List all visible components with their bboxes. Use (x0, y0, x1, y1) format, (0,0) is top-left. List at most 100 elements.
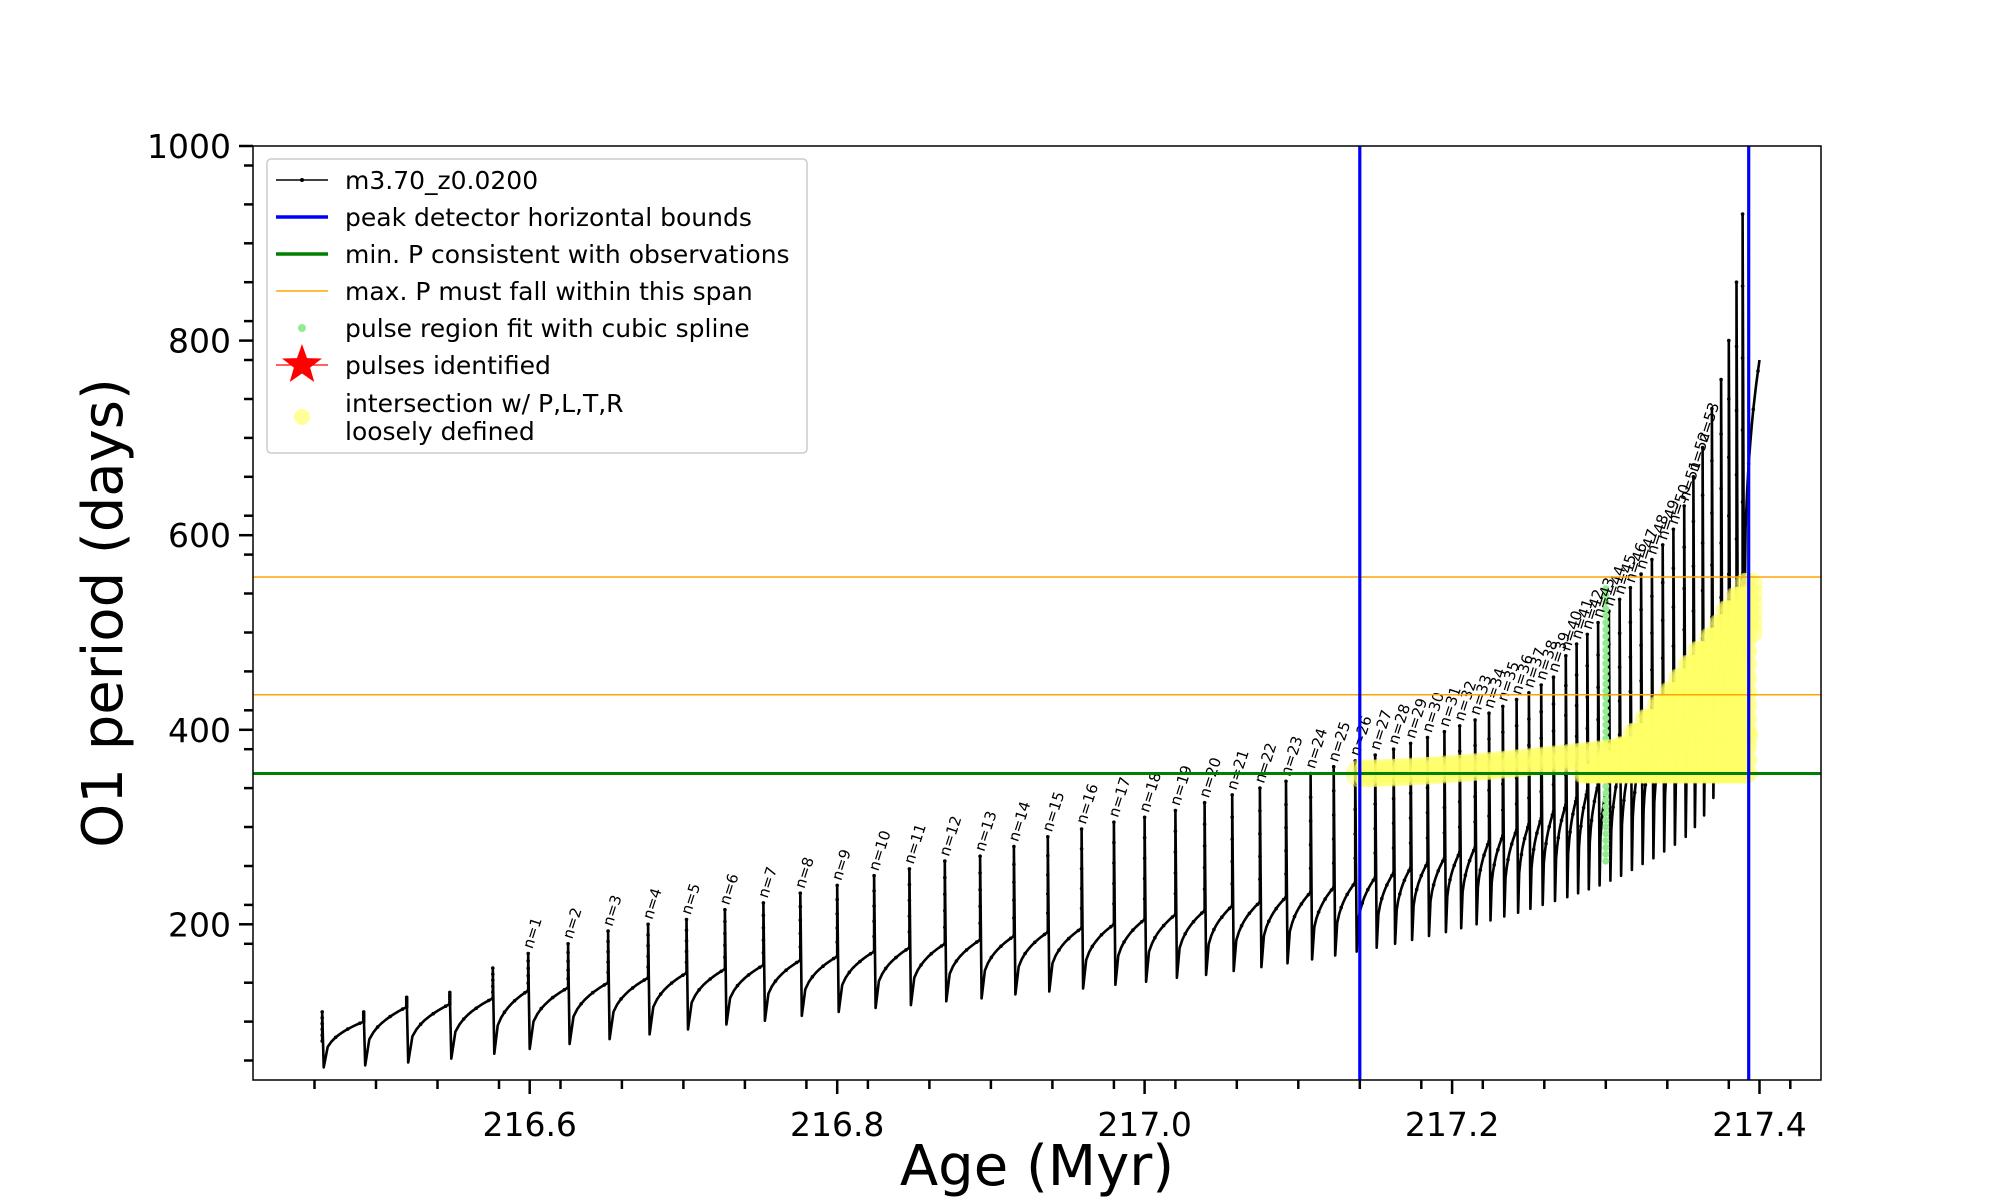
series-point (1220, 915, 1224, 919)
series-point (1353, 880, 1357, 885)
spline-fit-point (1602, 789, 1610, 797)
series-point (1033, 940, 1037, 945)
series-point (1329, 888, 1334, 892)
series-point (1142, 917, 1147, 922)
spline-fit-point (1602, 721, 1610, 729)
series-point (642, 978, 646, 982)
series-point (1012, 844, 1016, 849)
series-point (418, 1022, 423, 1026)
series-point (835, 897, 839, 902)
series-point (1173, 912, 1178, 917)
series-point (1539, 683, 1543, 687)
series-point (894, 955, 898, 960)
series-point (1431, 883, 1436, 887)
series-point (1592, 799, 1597, 804)
series-point (1057, 948, 1061, 952)
series-point (872, 873, 876, 878)
series-point (1539, 709, 1543, 714)
series-point (978, 921, 982, 925)
series-point (1691, 519, 1696, 524)
series-point (388, 1014, 392, 1019)
series-point (1131, 928, 1135, 932)
series-point (1442, 729, 1447, 734)
series-point (1585, 695, 1590, 699)
x-axis-title: Age (Myr) (900, 1134, 1174, 1199)
series-point (798, 931, 803, 936)
series-point (1622, 798, 1626, 803)
series-point (1202, 865, 1207, 870)
series-point (1487, 788, 1491, 793)
series-point (1614, 785, 1618, 789)
series-point (1727, 338, 1731, 343)
series-point (1267, 919, 1271, 923)
series-point (1522, 836, 1527, 841)
series-point (333, 1035, 338, 1040)
series-point (630, 986, 635, 990)
series-point (1596, 620, 1600, 625)
series-point (684, 939, 689, 943)
series-point (723, 919, 727, 924)
series-point (907, 882, 912, 887)
series-point (1173, 892, 1178, 896)
series-point (1574, 642, 1579, 646)
series-point (512, 999, 517, 1003)
series-point (1142, 897, 1147, 901)
series-point (1506, 857, 1510, 862)
series-point (1710, 563, 1714, 567)
series-point (1230, 881, 1234, 886)
spline-fit-point (1602, 687, 1610, 695)
series-point (1112, 820, 1116, 824)
series-point (907, 867, 912, 871)
series-point (1425, 836, 1430, 840)
series-point (1339, 905, 1343, 910)
series-point (697, 988, 701, 992)
series-point (1170, 915, 1175, 919)
series-point (1544, 841, 1548, 846)
series-point (1308, 890, 1313, 894)
series-point (761, 901, 766, 905)
legend-label: pulse region fit with cubic spline (345, 314, 750, 343)
spline-fit-point (1602, 837, 1610, 845)
series-point (1142, 876, 1147, 881)
series-point (1650, 631, 1654, 635)
series-point (1012, 916, 1016, 920)
series-point (526, 981, 530, 985)
series-point (943, 859, 947, 863)
series-point (1308, 819, 1313, 823)
series-point (939, 944, 944, 948)
series-point (1562, 806, 1567, 810)
series-point (320, 1021, 325, 1026)
series-point (1492, 863, 1496, 867)
plot-area: n=1 n=2 n=3 n=4 n=5 n=6 n=7 n=8 n=9 n=10 n=11 n=12 n… (253, 146, 1821, 1080)
series-point (1353, 832, 1357, 836)
series-point (1408, 841, 1413, 845)
series-point (798, 958, 803, 963)
spline-fit-point (1602, 626, 1610, 633)
series-point (1710, 406, 1714, 411)
series-point (1112, 881, 1116, 886)
series-point (1527, 822, 1531, 826)
series-point (1700, 493, 1705, 498)
series-point (1391, 846, 1396, 850)
series-point (1046, 930, 1050, 934)
series-point (404, 995, 409, 1000)
series-point (943, 925, 947, 930)
series-point (835, 954, 839, 959)
series-point (1299, 902, 1304, 906)
series-point (1441, 859, 1445, 863)
series-point (1284, 779, 1288, 784)
series-point (1579, 824, 1583, 828)
y-tick-label: 1000 (147, 127, 231, 166)
axes: 216.6 216.8 217.0 217.2 217.4 200 400 600 800 100… (147, 127, 1807, 1144)
series-point (1227, 906, 1232, 911)
series-point (1308, 866, 1313, 871)
series-point (904, 948, 908, 952)
series-point (1284, 895, 1288, 899)
series-point (1173, 808, 1178, 813)
series-point (1485, 842, 1490, 847)
series-point (1727, 455, 1731, 460)
series-point (761, 950, 766, 955)
spline-fit-point (1602, 782, 1610, 790)
series-point (1671, 566, 1676, 570)
series-point (835, 883, 839, 888)
